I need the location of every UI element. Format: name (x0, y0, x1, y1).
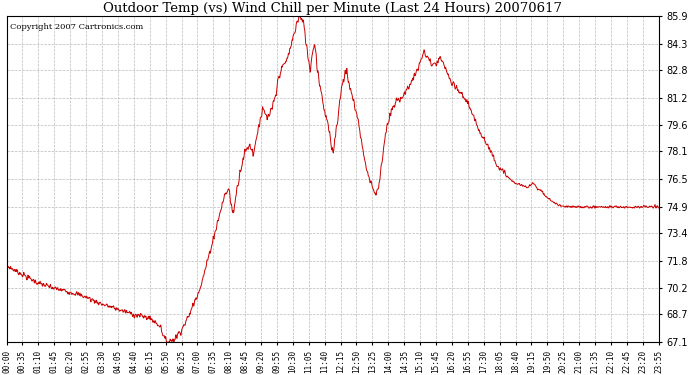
Title: Outdoor Temp (vs) Wind Chill per Minute (Last 24 Hours) 20070617: Outdoor Temp (vs) Wind Chill per Minute … (103, 2, 562, 15)
Text: Copyright 2007 Cartronics.com: Copyright 2007 Cartronics.com (10, 23, 143, 31)
